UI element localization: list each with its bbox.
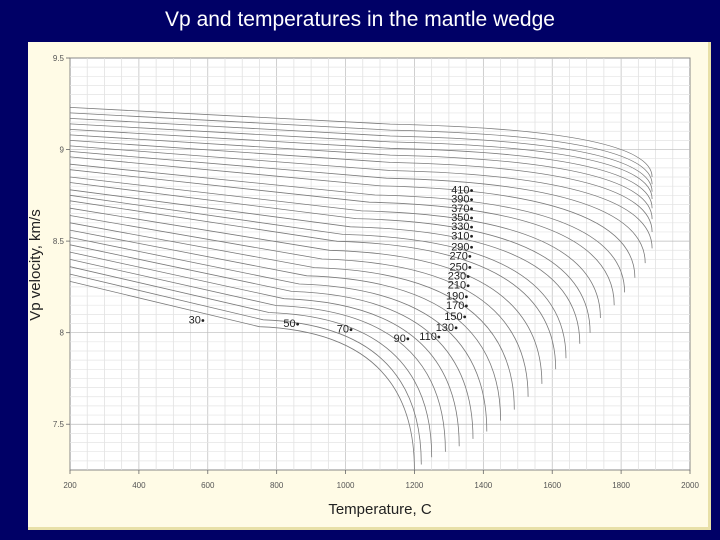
curve-label-marker [470,234,473,238]
vp-curve [69,259,446,452]
vp-curve [69,273,422,465]
x-axis-title: Temperature, C [328,501,432,518]
curve-label: 370 [451,203,469,215]
curve-label-marker [201,319,205,322]
curve-label: 170 [446,300,464,312]
vp-curve [69,129,653,209]
curve-label: 230 [448,271,466,283]
vp-curve [69,251,460,447]
curve-label: 290 [451,241,469,253]
x-tick-label: 600 [201,481,215,490]
curve-label-marker [406,337,410,341]
grid [70,58,690,470]
y-tick-label: 7.5 [53,420,65,429]
vp-curve [69,107,653,178]
vp-curve [69,194,567,359]
vp-curve [69,118,653,192]
curve-label-group: 30 50 70 90 11013015017019021023025027029031… [189,185,473,345]
vp-curve [69,215,529,397]
y-tick-label: 8 [60,329,65,338]
x-tick-label: 800 [270,481,284,490]
curve-label-marker [463,315,467,319]
curve-label-marker [349,328,353,332]
y-axis-title: Vp velocity, km/s [27,209,44,320]
y-tick-label: 9 [60,146,65,155]
vp-curve [69,266,433,458]
y-tick-label: 8.5 [53,237,65,246]
vp-curve [69,123,653,200]
vp-curve [69,244,474,439]
curve-label: 190 [446,291,464,303]
vp-curve [69,112,653,185]
x-tick-label: 1600 [543,481,561,490]
vp-curve [69,169,615,306]
vp-curve [69,229,501,421]
x-tick-label: 400 [132,481,146,490]
curve-label: 30 [189,315,201,327]
curve-label-marker [470,207,473,211]
x-tick-label: 1000 [337,481,355,490]
curve-label: 390 [451,194,469,206]
vp-curve [69,140,653,233]
x-tick-label: 1400 [474,481,492,490]
curve-label-marker [464,304,468,308]
curve-label: 110 [419,331,437,343]
curve-label: 330 [451,221,469,233]
tick-group: 200 400 600 800 1000 1200 1400 1600 1800 2000 7.5 8… [53,54,700,490]
vp-curve [69,207,543,384]
vp-curve [69,151,646,264]
slide-title: Vp and temperatures in the mantle wedge [165,8,555,31]
curve-label-marker [468,266,472,269]
curve-label: 210 [448,280,466,292]
curve-label: 410 [451,185,469,197]
curve-label-marker [470,216,473,220]
x-tick-label: 1800 [612,481,630,490]
vp-curve [69,200,557,370]
curve-label-marker [437,335,441,339]
curve-label: 90 [394,333,406,345]
curve-label-marker [296,322,300,326]
curve-label: 310 [451,230,469,242]
vp-curve [69,145,653,249]
curve-label: 150 [444,311,462,323]
x-tick-label: 200 [63,481,77,490]
curve-label: 250 [449,261,467,273]
vp-curve [69,182,591,333]
curve-group [69,107,653,471]
x-tick-label: 1200 [406,481,424,490]
curve-label: 270 [449,250,467,262]
y-tick-label: 9.5 [53,54,65,63]
curve-label-marker [470,245,473,249]
vp-curve [69,189,581,344]
x-tick-label: 2000 [681,481,699,490]
curve-label-marker [470,225,473,229]
vp-curve [69,163,625,293]
curve-label: 130 [436,322,454,334]
curve-label-marker [466,275,470,278]
curve-label: 50 [283,318,295,330]
curve-label: 350 [451,212,469,224]
curve-label-marker [466,284,470,288]
vp-curve [69,281,415,471]
vp-curve [69,156,636,278]
vp-curve [69,134,653,220]
vp-curve [69,237,488,432]
vp-curve [69,176,601,319]
curve-label-marker [464,295,468,299]
curve-label-marker [470,189,473,192]
vp-curve [69,222,515,410]
curve-label: 70 [337,324,349,336]
curve-label-marker [468,255,472,258]
curve-label-marker [454,326,458,330]
curve-label-marker [470,198,473,202]
